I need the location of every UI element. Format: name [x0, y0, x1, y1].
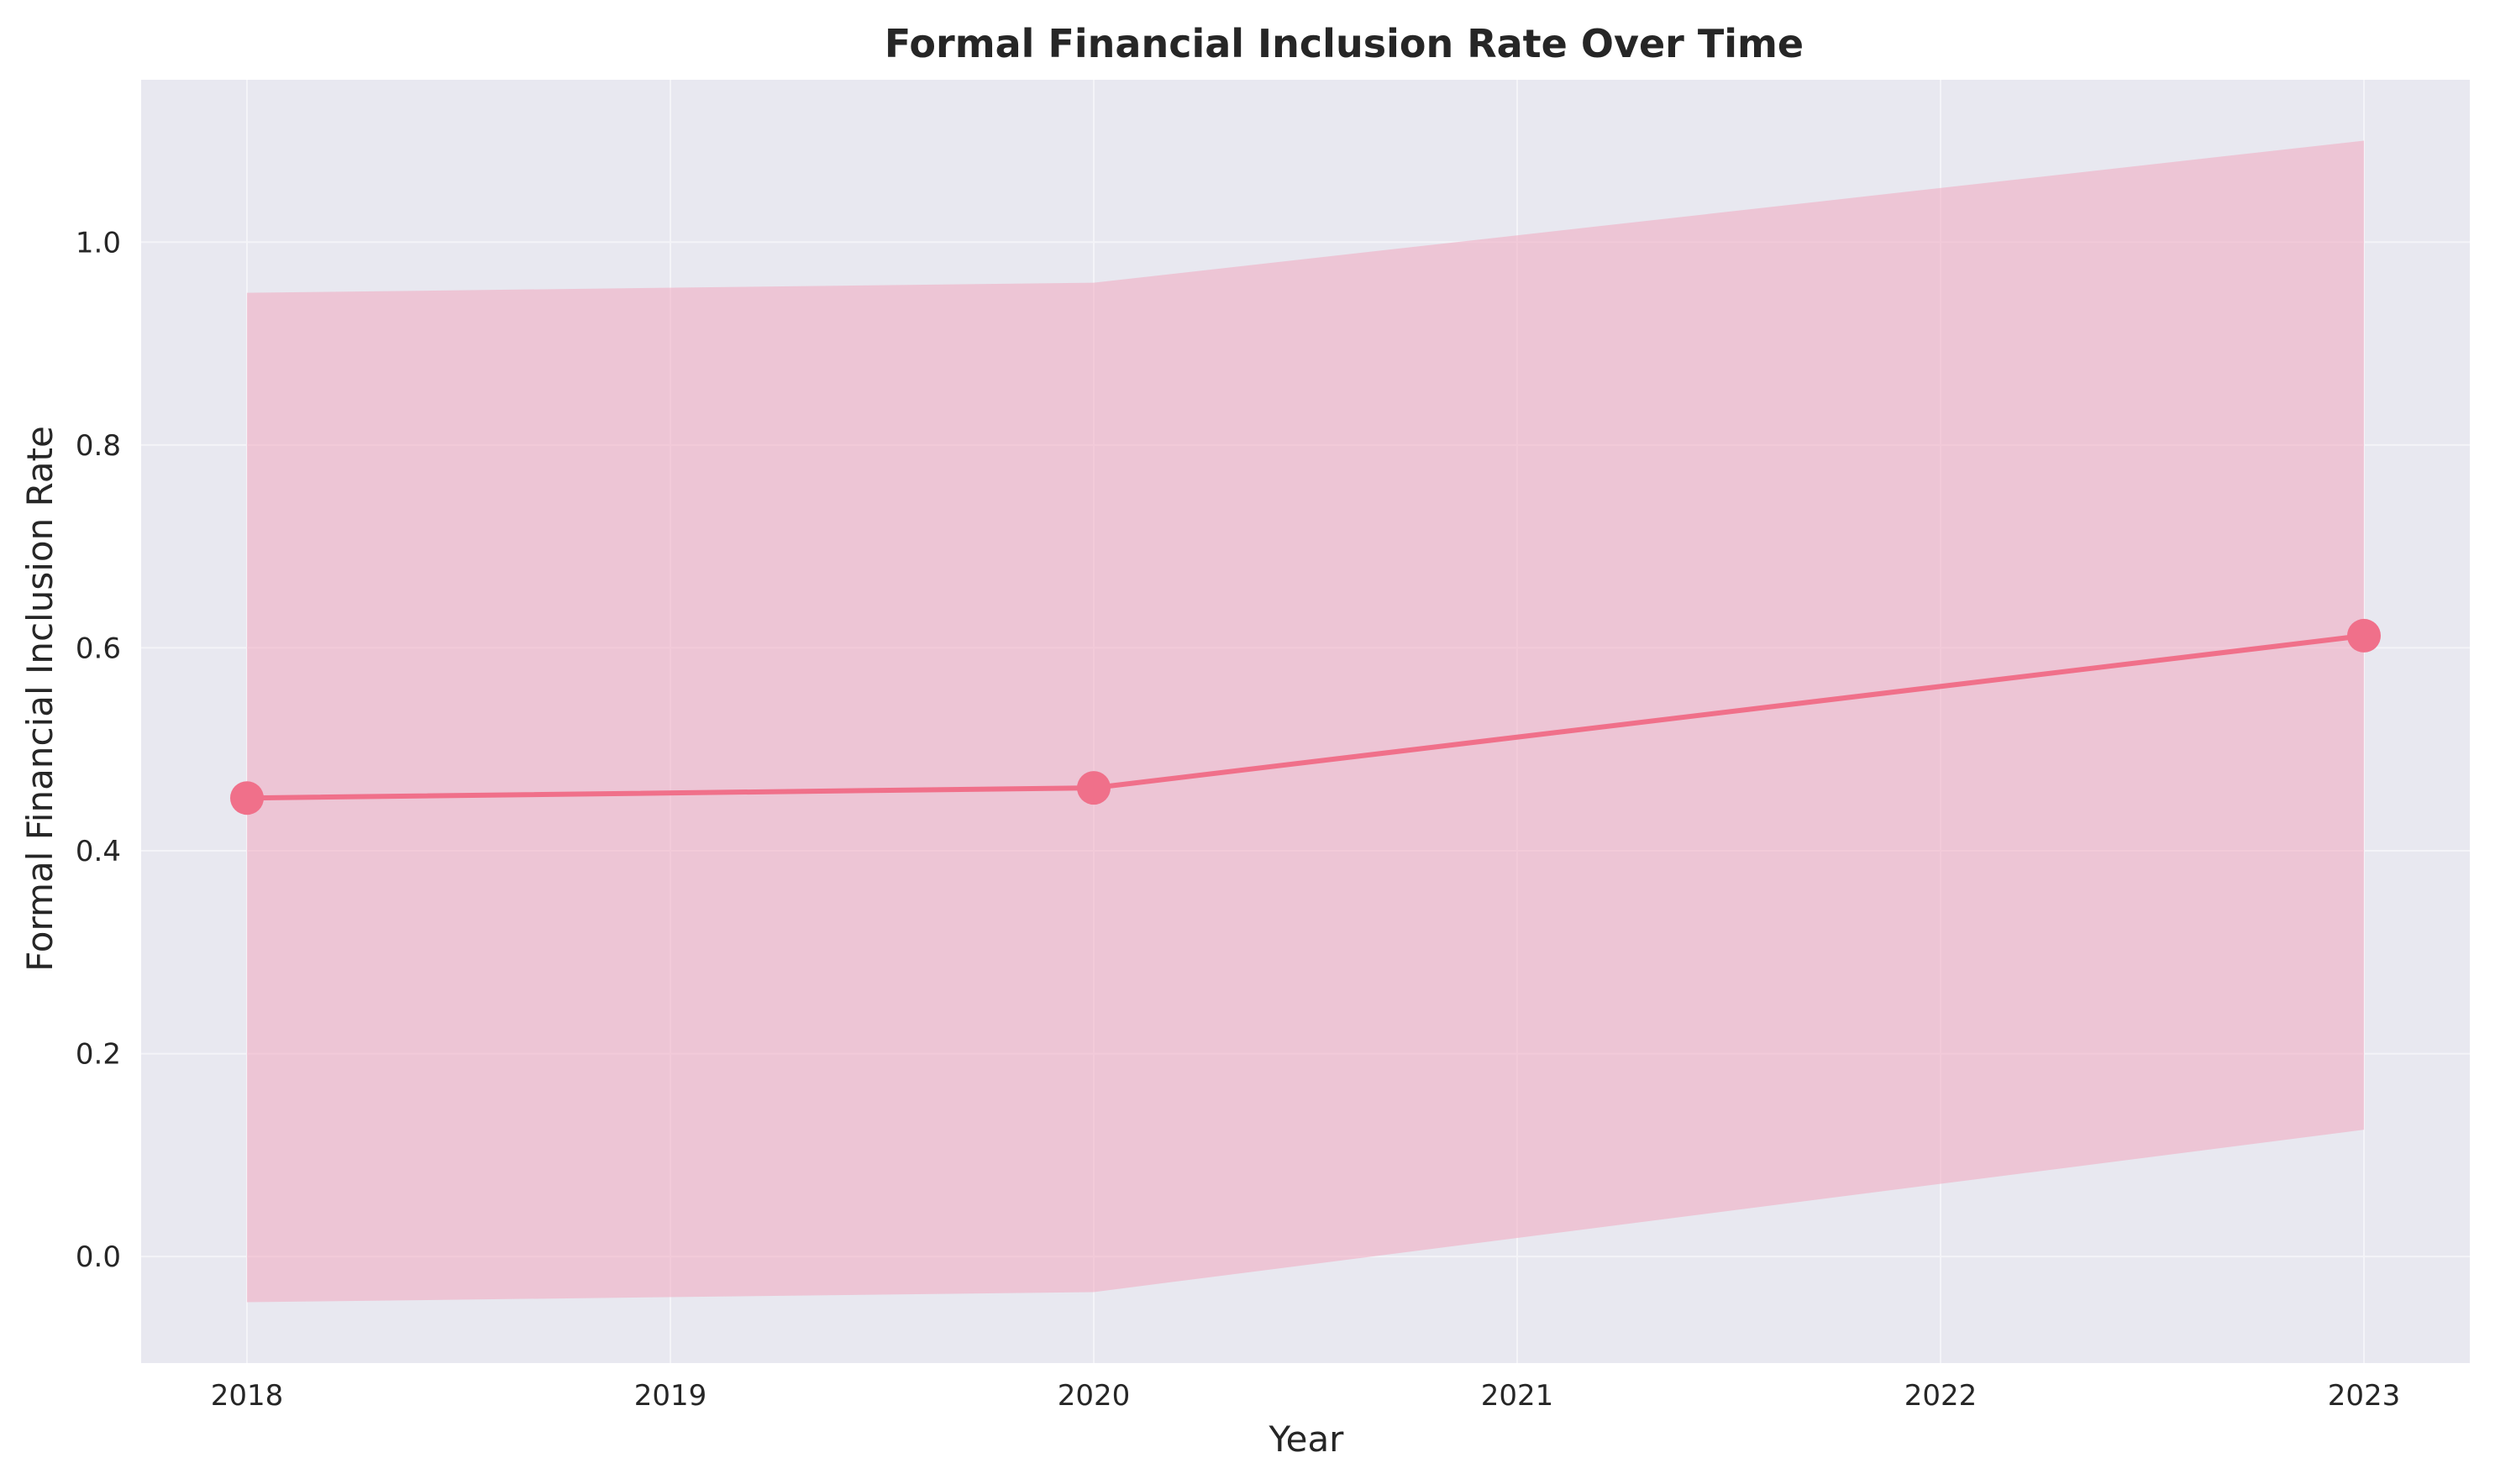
- x-tick-label: 2018: [211, 1379, 284, 1413]
- x-tick-label: 2019: [634, 1379, 707, 1413]
- y-axis-label: Formal Financial Inclusion Rate: [19, 426, 60, 972]
- y-tick-label: 1.0: [76, 226, 121, 260]
- y-tick-label: 0.2: [76, 1038, 121, 1072]
- data-points: [230, 618, 2381, 815]
- x-axis-label: Year: [1269, 1418, 1345, 1460]
- y-tick-label: 0.4: [76, 835, 121, 868]
- y-tick-label: 0.8: [76, 429, 121, 463]
- confidence-band: [247, 140, 2364, 1303]
- x-tick-label: 2023: [2328, 1379, 2401, 1413]
- x-tick-label: 2020: [1058, 1379, 1131, 1413]
- x-tick-label: 2021: [1481, 1379, 1554, 1413]
- data-point: [230, 781, 264, 815]
- data-point: [2347, 618, 2381, 653]
- x-tick-label: 2022: [1904, 1379, 1978, 1413]
- confidence-band-layer: [247, 140, 2364, 1303]
- y-tick-label: 0.0: [76, 1240, 121, 1274]
- x-tick-labels: 2018 2019 2020 2021 2022 2023: [211, 1379, 2401, 1413]
- chart-title: Formal Financial Inclusion Rate Over Tim…: [885, 21, 1804, 66]
- y-tick-labels: 0.0 0.2 0.4 0.6 0.8 1.0: [76, 226, 121, 1274]
- y-tick-label: 0.6: [76, 632, 121, 665]
- data-point: [1077, 771, 1111, 805]
